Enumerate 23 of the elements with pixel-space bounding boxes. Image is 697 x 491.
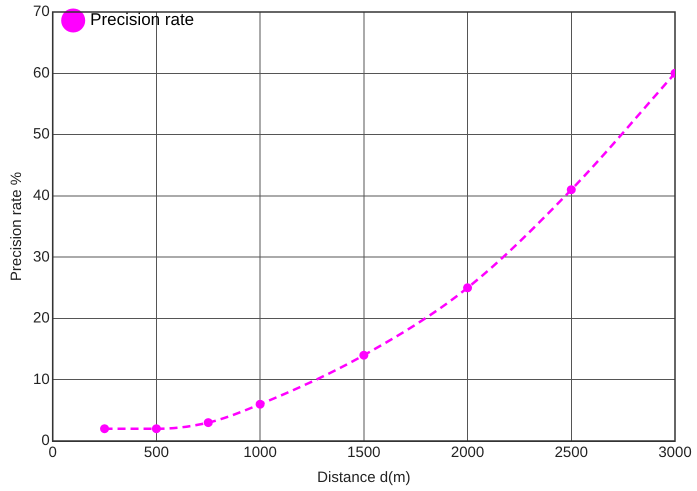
x-tick-label: 1000: [243, 444, 277, 462]
y-tick-label: 10: [32, 370, 50, 388]
y-tick-label: 0: [41, 432, 50, 450]
y-tick-label: 70: [32, 3, 50, 20]
point: [152, 424, 161, 434]
y-tick-label: 40: [32, 187, 50, 204]
point: [204, 418, 213, 428]
x-tick-label: 1500: [347, 444, 381, 462]
x-tick-label: 3000: [658, 444, 692, 462]
x-tick-label: 2500: [554, 444, 588, 462]
y-tick-label: 60: [32, 64, 50, 82]
x-tick-label: 500: [144, 444, 169, 462]
y-tick-label: 20: [32, 310, 50, 327]
point: [359, 350, 368, 360]
y-tick-label: 30: [32, 248, 50, 266]
point: [256, 400, 265, 409]
x-axis-title: Distance d(m): [317, 469, 411, 486]
point: [463, 283, 472, 292]
y-tick-label: 50: [32, 126, 50, 143]
point: [566, 185, 576, 194]
x-tick-label: 2000: [450, 444, 484, 462]
y-axis-title: Precision rate %: [8, 172, 26, 282]
point: [100, 424, 110, 434]
